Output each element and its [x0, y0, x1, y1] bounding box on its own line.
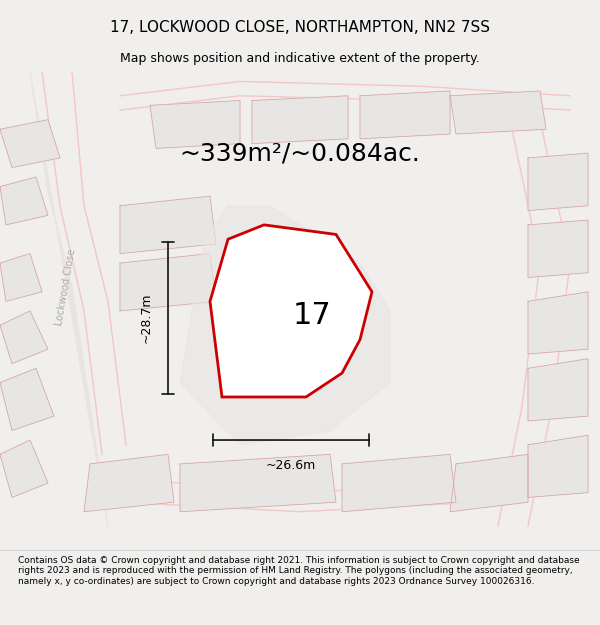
Polygon shape	[450, 454, 528, 512]
Polygon shape	[0, 311, 48, 364]
Polygon shape	[210, 225, 372, 397]
Text: 17: 17	[293, 301, 331, 330]
Text: ~339m²/~0.084ac.: ~339m²/~0.084ac.	[179, 141, 421, 165]
Polygon shape	[528, 359, 588, 421]
Text: Lockwood Close: Lockwood Close	[55, 248, 77, 326]
Polygon shape	[528, 153, 588, 211]
Polygon shape	[180, 454, 336, 512]
Polygon shape	[180, 206, 390, 445]
Polygon shape	[30, 72, 108, 526]
Polygon shape	[0, 440, 48, 498]
Polygon shape	[0, 368, 54, 431]
Polygon shape	[0, 177, 48, 225]
Polygon shape	[0, 254, 42, 301]
Polygon shape	[84, 454, 174, 512]
Polygon shape	[450, 91, 546, 134]
Polygon shape	[342, 454, 456, 512]
Text: ~26.6m: ~26.6m	[266, 459, 316, 472]
Polygon shape	[528, 292, 588, 354]
Polygon shape	[360, 91, 450, 139]
Polygon shape	[528, 435, 588, 498]
Text: Map shows position and indicative extent of the property.: Map shows position and indicative extent…	[120, 52, 480, 65]
Polygon shape	[120, 254, 216, 311]
Polygon shape	[120, 196, 216, 254]
Polygon shape	[150, 101, 240, 148]
Polygon shape	[528, 220, 588, 278]
Polygon shape	[252, 96, 348, 144]
Text: 17, LOCKWOOD CLOSE, NORTHAMPTON, NN2 7SS: 17, LOCKWOOD CLOSE, NORTHAMPTON, NN2 7SS	[110, 20, 490, 35]
Text: ~28.7m: ~28.7m	[140, 293, 153, 343]
Text: Contains OS data © Crown copyright and database right 2021. This information is : Contains OS data © Crown copyright and d…	[18, 556, 580, 586]
Polygon shape	[0, 120, 60, 168]
